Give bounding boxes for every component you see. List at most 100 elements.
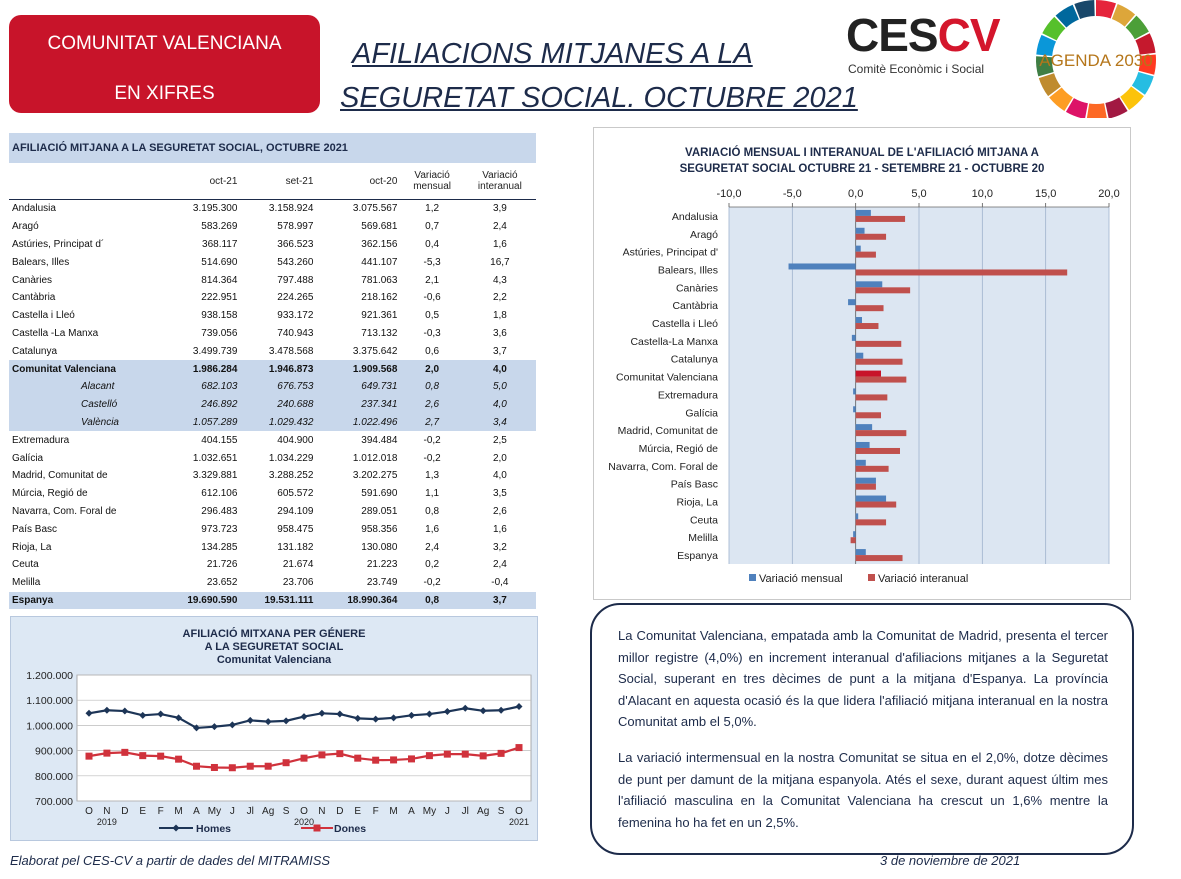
- table-column-header: Variació mensual: [400, 163, 464, 200]
- table-row: Castelló 246.892 240.688 237.341 2,6 4,0: [9, 395, 536, 414]
- line-point-dones: [139, 752, 147, 760]
- table-cell-value: 973.723: [201, 523, 238, 535]
- table-cell-region: Cantàbria: [12, 292, 56, 304]
- table-row: Madrid, Comunitat de 3.329.881 3.288.252 3.…: [9, 467, 536, 485]
- table-cell-value: -0,2: [423, 434, 441, 446]
- bar-mensual: [855, 459, 866, 466]
- bar-interanual: [855, 233, 887, 240]
- line-point-homes: [157, 710, 165, 718]
- table-cell-value: 23.706: [282, 577, 314, 589]
- table-cell-value: 3.075.567: [352, 203, 398, 215]
- bar-mensual: [855, 209, 871, 216]
- legend-swatch-interanual: [868, 574, 875, 581]
- agenda-ring-segment: [1135, 33, 1156, 55]
- line-point-dones: [336, 750, 344, 758]
- table-cell-region: Balears, Illes: [12, 256, 70, 268]
- bar-interanual: [855, 519, 887, 526]
- table-cell-value: 368.117: [202, 238, 238, 250]
- variation-bar-chart: VARIACIÓ MENSUAL I INTERANUAL DE L'AFILI…: [593, 127, 1131, 600]
- bar-category-label: Navarra, Com. Foral de: [608, 461, 718, 473]
- bar-interanual: [855, 269, 1068, 276]
- bar-interanual: [855, 555, 903, 562]
- line-point-dones: [408, 755, 415, 763]
- agenda-ring-segment: [1074, 0, 1095, 19]
- agenda-ring-segment: [1105, 97, 1128, 118]
- bar-interanual: [855, 376, 907, 383]
- table-row: Balears, Illes 514.690 543.260 441.107 -5,3 1…: [9, 253, 536, 271]
- table-cell-value: 289.051: [361, 505, 398, 517]
- table-cell-value: 3.195.300: [192, 203, 238, 215]
- table-cell-value: -0,2: [423, 452, 441, 464]
- bar-category-label: Catalunya: [671, 354, 718, 366]
- table-cell-value: 2,6: [492, 505, 507, 517]
- table-cell-value: 933.172: [277, 310, 314, 322]
- line-x-tick-label: M: [174, 806, 182, 817]
- line-point-homes: [282, 717, 290, 725]
- line-point-dones: [175, 755, 183, 763]
- line-y-tick-label: 1.000.000: [26, 720, 73, 732]
- table-cell-value: 1.012.018: [352, 452, 398, 464]
- bar-mensual: [855, 549, 866, 556]
- line-point-dones: [228, 764, 236, 772]
- legend-marker-homes: [172, 824, 180, 832]
- line-point-dones: [479, 752, 487, 760]
- bar-interanual: [855, 287, 911, 294]
- table-cell-region: Espanya: [9, 591, 173, 610]
- table-cell-value: 0,8: [400, 377, 464, 396]
- line-point-homes: [461, 704, 469, 712]
- table-cell-region: Comunitat Valenciana: [9, 360, 173, 378]
- bar-mensual: [851, 334, 856, 341]
- page-title-line1: AFILIACIONS MITJANES A LA: [352, 38, 753, 70]
- commentary-para2: La variació intermensual en la nostra Co…: [618, 750, 1108, 830]
- table-cell-value: 713.132: [361, 327, 398, 339]
- page-title-line2: SEGURETAT SOCIAL. OCTUBRE 2021: [340, 82, 858, 114]
- line-point-homes: [139, 711, 147, 719]
- line-point-homes: [300, 713, 308, 721]
- line-point-dones: [157, 752, 165, 760]
- table-column-header-text: oct-20: [369, 175, 398, 187]
- table-cell-value: 781.063: [361, 274, 398, 286]
- table-cell-value: 4,0: [492, 470, 507, 482]
- table-cell-value: 591.690: [361, 488, 398, 500]
- line-x-tick-label: A: [408, 806, 415, 817]
- table-cell-value: 1,3: [425, 470, 440, 482]
- table-row: Ceuta 21.726 21.674 21.223 0,2 2,4: [9, 556, 536, 574]
- line-x-tick-label: Jl: [462, 806, 469, 817]
- table-cell-region: Canàries: [12, 274, 53, 286]
- legend-label-homes: Homes: [196, 823, 231, 835]
- line-point-dones: [300, 754, 308, 762]
- table-cell-value: 130.080: [361, 541, 398, 553]
- table-title: AFILIACIÓ MITJANA A LA SEGURETAT SOCIAL,…: [9, 133, 536, 163]
- commentary-box: La Comunitat Valenciana, empatada amb la…: [590, 603, 1134, 855]
- agenda-label: AGENDA 2030: [1039, 51, 1152, 70]
- table-cell-value: 1,6: [492, 523, 507, 535]
- line-point-homes: [85, 709, 93, 717]
- table-cell-value: 1,8: [492, 310, 507, 322]
- line-point-dones: [103, 749, 111, 757]
- line-x-tick-label: Ag: [262, 806, 274, 817]
- bar-chart-title-line2: SEGURETAT SOCIAL OCTUBRE 21 - SETEMBRE 2…: [680, 163, 1045, 175]
- bar-mensual: [853, 531, 856, 538]
- table-cell-value: 19.531.111: [240, 591, 317, 610]
- bar-x-tick-label: 15,0: [1035, 188, 1056, 200]
- line-point-dones: [390, 756, 398, 764]
- line-x-tick-label: S: [283, 806, 290, 817]
- bar-interanual: [855, 323, 879, 330]
- table-cell-value: 0,8: [425, 505, 440, 517]
- table-column-header: set-21: [240, 163, 317, 200]
- bar-interanual: [855, 305, 884, 312]
- table-cell-value: 5,0: [463, 377, 536, 396]
- line-point-dones: [264, 762, 272, 770]
- table-cell-value: 404.155: [201, 434, 238, 446]
- table-cell-value: 1.057.289: [172, 413, 241, 432]
- bar-interanual: [855, 358, 903, 365]
- line-x-tick-label: J: [230, 806, 235, 817]
- legend-swatch-mensual: [749, 574, 756, 581]
- table-row: Astúries, Principat d´ 368.117 366.523 362.…: [9, 236, 536, 254]
- line-point-dones: [246, 762, 254, 770]
- bar-interanual: [855, 251, 876, 258]
- agenda-ring-segment: [1131, 72, 1154, 95]
- line-year-label: 2020: [294, 817, 314, 827]
- table-cell-region: Madrid, Comunitat de: [12, 470, 108, 482]
- line-x-tick-label: N: [103, 806, 110, 817]
